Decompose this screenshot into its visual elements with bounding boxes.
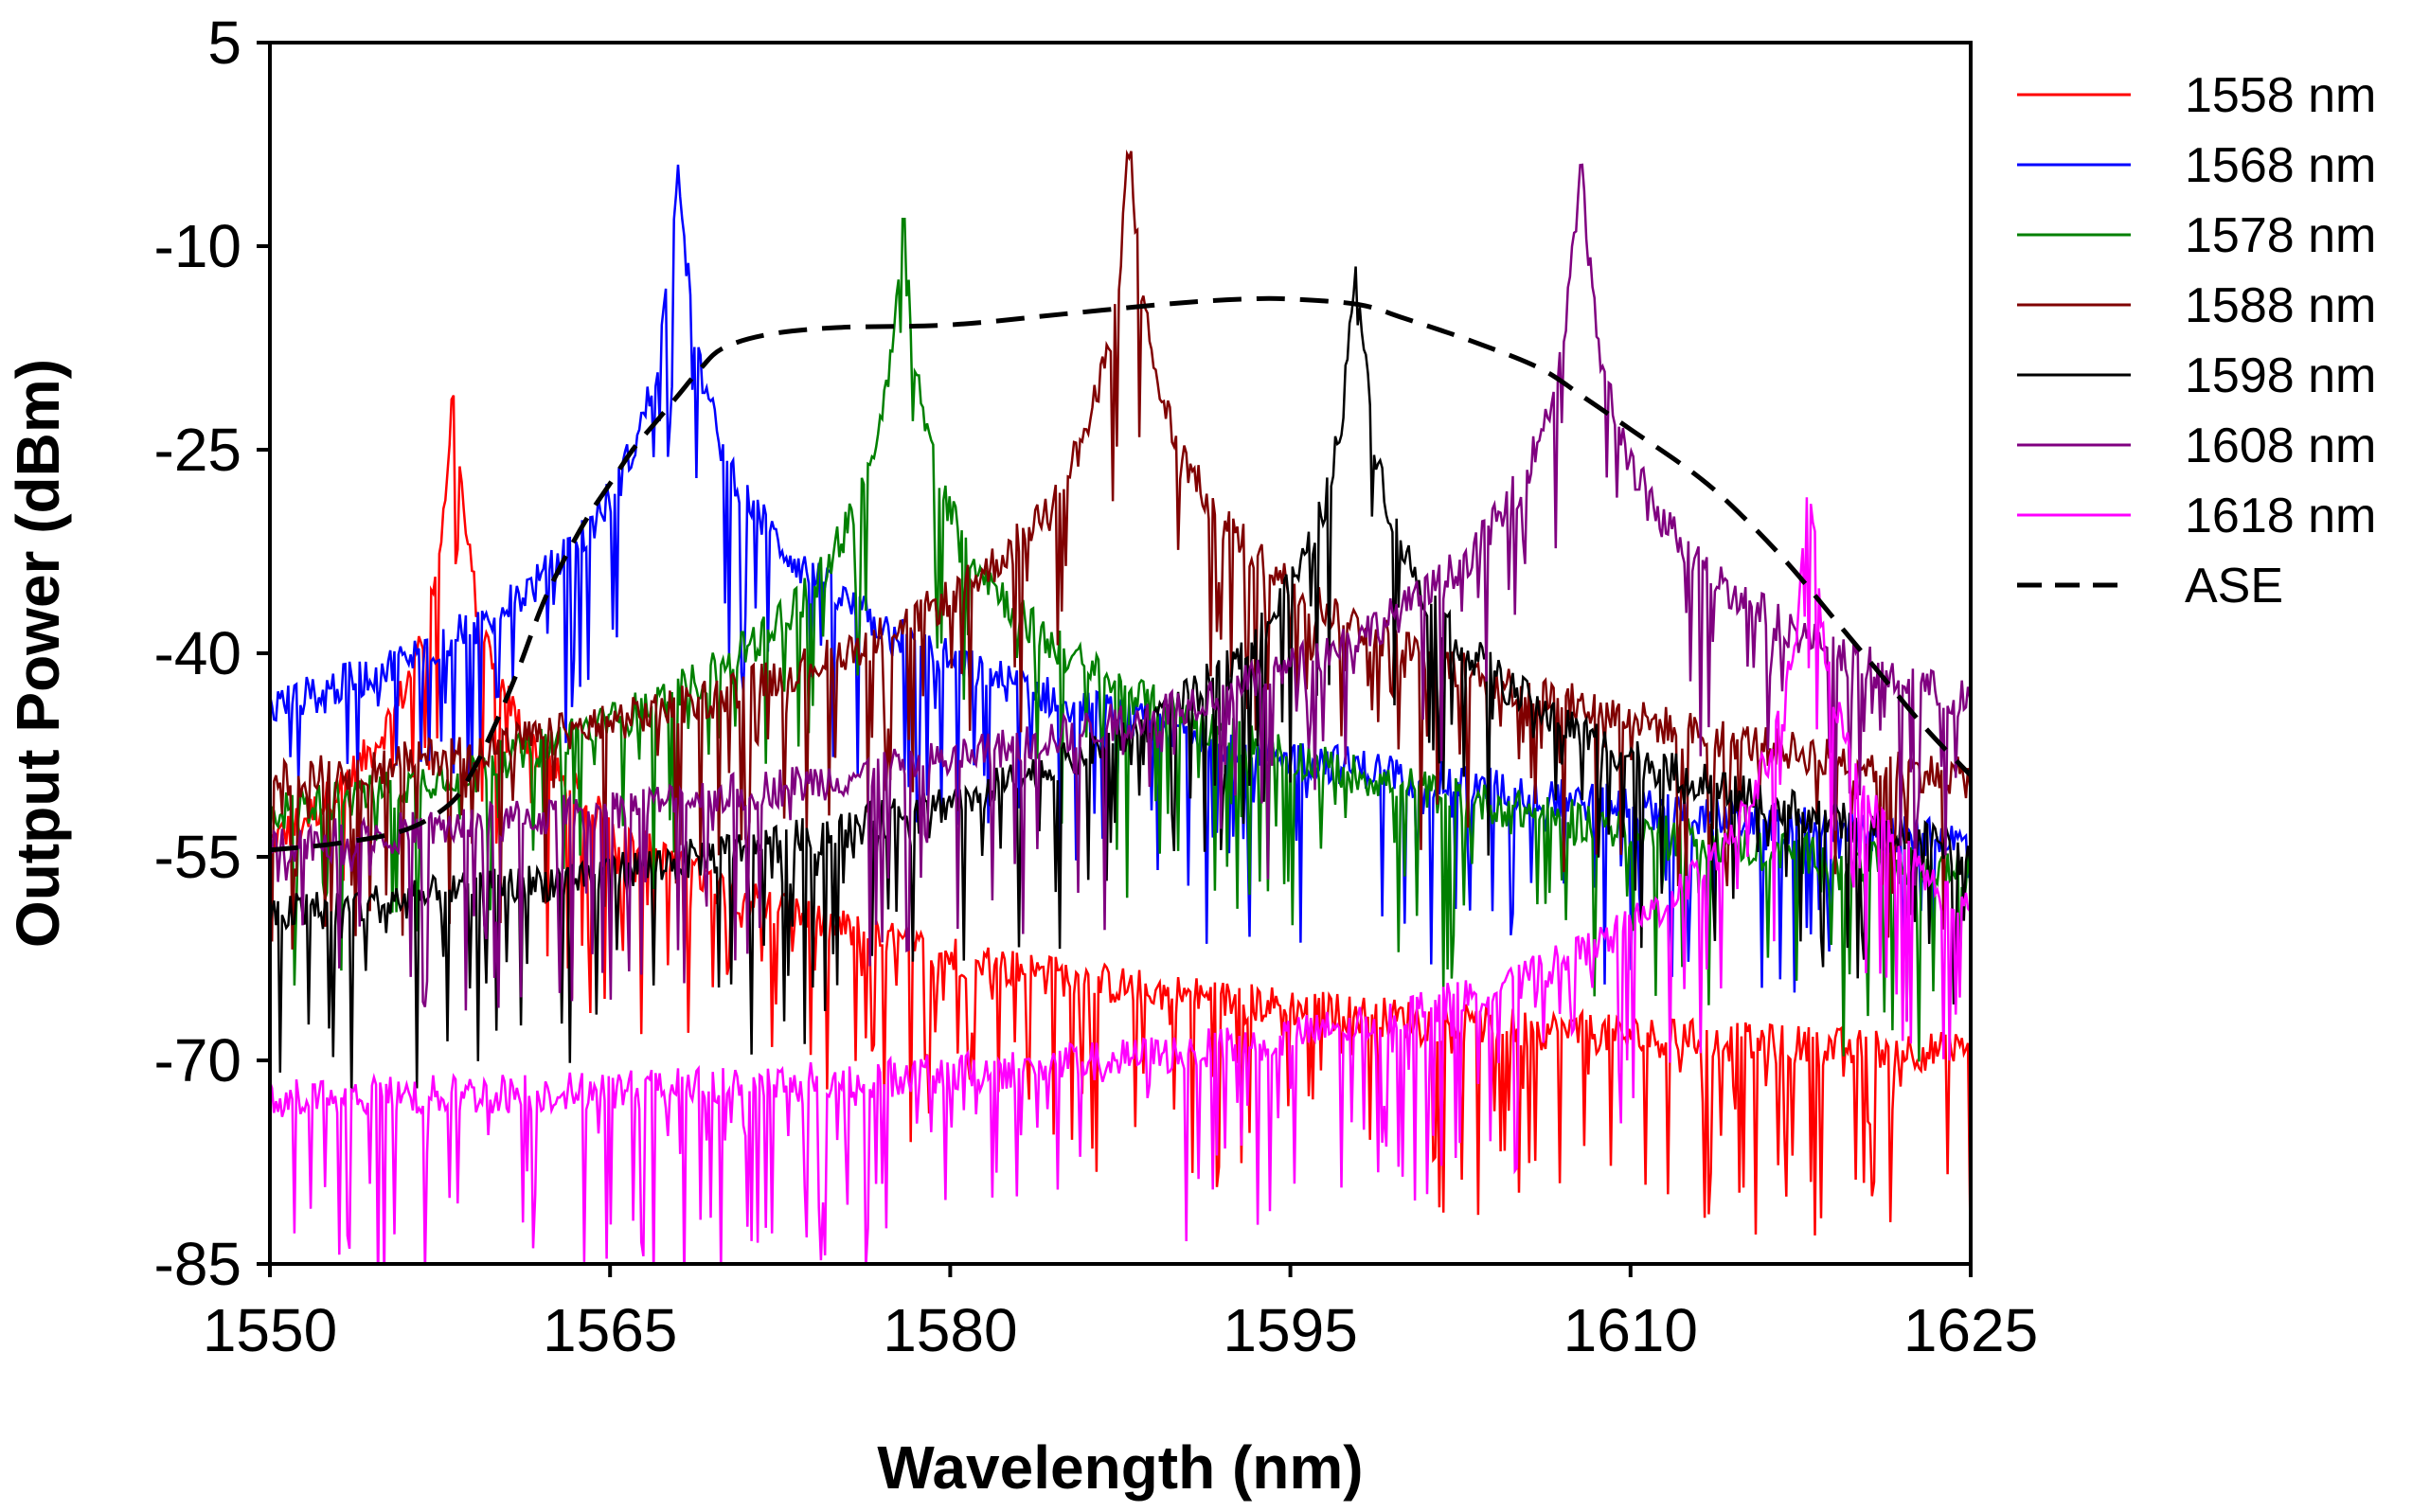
y-tick-label: 5 [207, 9, 241, 77]
series-line-1598-nm [270, 266, 1971, 1100]
y-tick-label: -85 [154, 1230, 242, 1298]
x-axis: 1550 1565 1580 1595 1610 1625 [203, 1264, 2038, 1364]
legend-item: 1578 nm [2017, 208, 2376, 263]
x-tick-label: 1580 [883, 1296, 1017, 1364]
x-axis-title: Wavelength (nm) [877, 1433, 1363, 1502]
legend-label: ASE [2185, 559, 2283, 614]
y-tick-label: -70 [154, 1026, 242, 1094]
series-line-1588-nm [270, 149, 1971, 950]
legend-item: ASE [2017, 559, 2283, 614]
legend-item: 1608 nm [2017, 418, 2376, 473]
legend-item: 1618 nm [2017, 489, 2376, 543]
series-layer [270, 149, 1971, 1264]
legend: 1558 nm 1568 nm 1578 nm 1588 nm 1598 nm 1608 … [2017, 68, 2376, 614]
x-tick-label: 1550 [203, 1296, 337, 1364]
legend-item: 1558 nm [2017, 68, 2376, 123]
x-tick-label: 1610 [1563, 1296, 1698, 1364]
legend-label: 1568 nm [2185, 138, 2376, 193]
legend-label: 1588 nm [2185, 278, 2376, 333]
y-tick-label: -10 [154, 212, 242, 280]
legend-item: 1588 nm [2017, 278, 2376, 333]
y-axis-title: Output Power (dBm) [4, 359, 72, 948]
series-line-1618-nm [270, 497, 1971, 1264]
legend-label: 1558 nm [2185, 68, 2376, 123]
legend-label: 1578 nm [2185, 208, 2376, 263]
y-tick-label: -25 [154, 416, 242, 484]
legend-label: 1608 nm [2185, 418, 2376, 473]
y-axis: 5 -10 -25 -40 -55 -70 -85 [154, 9, 270, 1298]
legend-item: 1598 nm [2017, 348, 2376, 403]
legend-item: 1568 nm [2017, 138, 2376, 193]
x-tick-label: 1625 [1903, 1296, 2038, 1364]
series-line-1608-nm [270, 163, 1971, 1011]
x-tick-label: 1595 [1223, 1296, 1357, 1364]
legend-label: 1598 nm [2185, 348, 2376, 403]
y-tick-label: -40 [154, 619, 242, 687]
series-line-ASE [270, 295, 1971, 853]
y-tick-label: -55 [154, 823, 242, 891]
x-tick-label: 1565 [543, 1296, 677, 1364]
legend-label: 1618 nm [2185, 489, 2376, 543]
